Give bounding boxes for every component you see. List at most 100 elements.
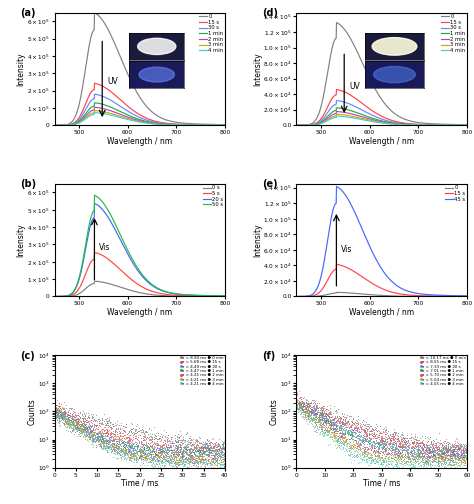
Point xyxy=(166,442,174,450)
Point xyxy=(389,442,396,450)
Point xyxy=(359,426,367,434)
Point xyxy=(354,442,362,450)
Point xyxy=(373,443,380,451)
Point xyxy=(319,422,326,430)
Point xyxy=(166,456,174,464)
Point xyxy=(377,438,384,447)
Point xyxy=(103,431,110,439)
Point xyxy=(210,443,218,451)
Point xyxy=(307,399,314,407)
Point xyxy=(390,433,398,441)
Point xyxy=(458,446,466,454)
Point xyxy=(445,447,453,455)
Point xyxy=(121,431,129,439)
Point xyxy=(382,440,389,449)
Point xyxy=(174,461,182,469)
Point xyxy=(436,449,443,457)
Point xyxy=(401,444,409,452)
Point xyxy=(328,425,335,433)
Point xyxy=(137,448,144,456)
Point xyxy=(435,449,443,457)
Point xyxy=(171,458,179,466)
Point xyxy=(307,407,314,415)
Point xyxy=(143,443,151,451)
Point xyxy=(312,415,319,423)
Point xyxy=(150,445,158,453)
Point xyxy=(344,422,352,430)
Point xyxy=(319,414,327,422)
Point xyxy=(139,427,147,435)
Point xyxy=(437,446,445,454)
Point xyxy=(113,417,120,425)
Point xyxy=(160,447,168,455)
Point xyxy=(414,441,422,449)
Point xyxy=(296,397,303,405)
Point xyxy=(188,458,195,466)
Point xyxy=(387,456,395,464)
Point xyxy=(450,447,458,455)
Point xyxy=(62,412,69,420)
Point xyxy=(149,453,156,461)
Point xyxy=(95,417,102,425)
Point xyxy=(170,446,178,454)
Point xyxy=(159,433,166,441)
Point xyxy=(375,440,383,449)
Point xyxy=(462,455,470,463)
Point xyxy=(451,450,458,458)
Point xyxy=(364,435,371,443)
Point xyxy=(173,444,180,452)
Point xyxy=(435,456,442,464)
Point xyxy=(121,449,129,457)
Point xyxy=(199,440,207,448)
Point xyxy=(154,444,161,452)
Point xyxy=(391,449,398,457)
Point xyxy=(415,451,422,459)
Point xyxy=(391,445,399,453)
Point xyxy=(85,413,93,421)
Point xyxy=(139,440,147,448)
Point xyxy=(340,434,347,442)
Point xyxy=(458,449,466,457)
Point xyxy=(398,435,405,443)
Point xyxy=(63,410,70,418)
Point xyxy=(220,452,228,460)
Point xyxy=(317,421,325,429)
Point xyxy=(321,425,329,433)
Point xyxy=(301,410,309,418)
Point xyxy=(373,447,380,455)
Point xyxy=(381,423,388,431)
Point xyxy=(153,461,161,469)
Point xyxy=(411,456,419,464)
Point xyxy=(382,462,389,470)
Point xyxy=(419,453,427,461)
Point xyxy=(316,409,324,417)
Point xyxy=(361,434,368,443)
Point xyxy=(199,452,206,460)
Point xyxy=(72,424,79,432)
Point xyxy=(210,455,218,463)
Point xyxy=(294,404,302,412)
Point xyxy=(423,443,431,451)
Point xyxy=(53,410,61,418)
Point xyxy=(144,447,151,455)
Point xyxy=(410,450,417,458)
Point xyxy=(330,419,337,427)
Point xyxy=(339,415,346,423)
Point xyxy=(174,457,182,465)
Point xyxy=(296,406,303,414)
Point xyxy=(201,442,209,450)
Point xyxy=(456,452,464,460)
Point xyxy=(418,453,425,461)
Point xyxy=(405,460,412,468)
Point xyxy=(293,400,301,408)
Point xyxy=(322,410,330,418)
Point xyxy=(447,446,455,454)
Point xyxy=(339,412,346,420)
Point xyxy=(447,460,454,468)
Point xyxy=(217,445,225,453)
Point xyxy=(145,458,153,466)
Point xyxy=(433,455,440,463)
Point xyxy=(337,437,345,445)
Point xyxy=(92,430,100,438)
Point xyxy=(332,427,339,435)
